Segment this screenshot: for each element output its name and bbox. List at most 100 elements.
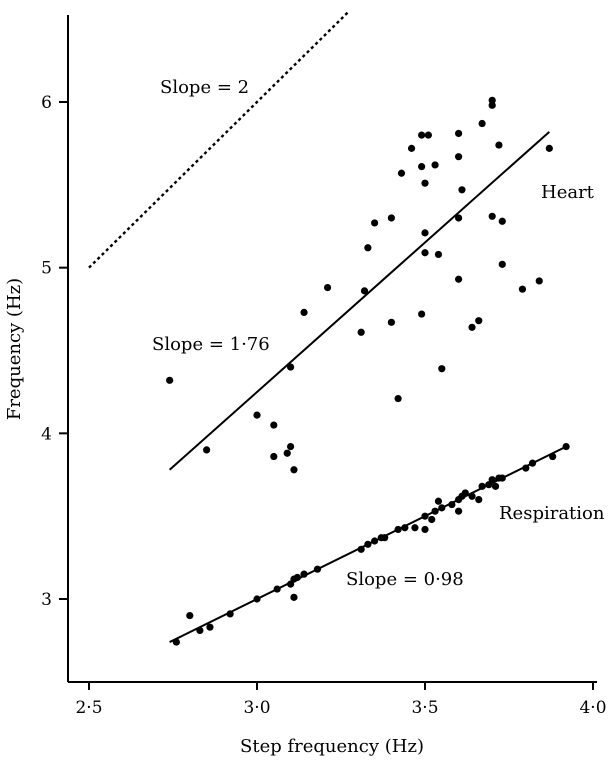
annotation-slope-2: Slope = 2 xyxy=(160,77,249,98)
respiration-point xyxy=(438,504,446,512)
heart-point xyxy=(166,376,174,384)
heart-fit-line xyxy=(168,131,550,471)
heart-point xyxy=(287,363,295,371)
heart-point xyxy=(431,161,439,169)
respiration-point xyxy=(434,497,443,505)
heart-point xyxy=(323,283,332,292)
slope-2-reference-line xyxy=(88,11,349,269)
respiration-point xyxy=(549,452,557,461)
x-tick-label: 3·5 xyxy=(411,698,438,718)
y-tick-label: 4 xyxy=(41,424,52,444)
respiration-point xyxy=(421,525,429,534)
heart-point xyxy=(387,318,395,326)
heart-point xyxy=(545,144,553,152)
heart-point xyxy=(434,250,443,259)
respiration-point xyxy=(475,496,483,504)
heart-point xyxy=(364,244,372,252)
respiration-point xyxy=(364,540,372,548)
respiration-point xyxy=(491,482,500,490)
respiration-point xyxy=(421,512,429,520)
annotation-slope-1-76: Slope = 1·76 xyxy=(152,334,270,355)
heart-point xyxy=(287,442,295,451)
respiration-point xyxy=(455,507,463,515)
heart-point xyxy=(407,144,416,152)
respiration-point xyxy=(371,537,379,545)
heart-point xyxy=(357,328,365,336)
y-tick-label: 5 xyxy=(41,259,52,279)
heart-point xyxy=(488,96,496,104)
x-axis-title: Step frequency (Hz) xyxy=(240,736,424,757)
x-tick-label: 3·0 xyxy=(243,698,270,718)
heart-point xyxy=(488,212,496,220)
annotation-slope-0-98: Slope = 0·98 xyxy=(346,569,464,590)
respiration-point xyxy=(431,507,439,515)
respiration-point xyxy=(478,482,486,490)
heart-point xyxy=(421,249,429,257)
heart-point xyxy=(438,365,446,373)
respiration-point xyxy=(394,525,402,534)
heart-point xyxy=(418,310,426,318)
respiration-point xyxy=(313,565,322,573)
heart-point xyxy=(488,101,496,109)
heart-point xyxy=(394,394,402,403)
heart-point xyxy=(498,260,506,268)
respiration-point xyxy=(528,459,537,467)
heart-point xyxy=(421,229,429,237)
heart-point xyxy=(455,275,463,283)
y-axis-title: Frequency (Hz) xyxy=(4,278,25,420)
axes xyxy=(67,15,597,683)
respiration-point xyxy=(357,545,365,553)
respiration-point xyxy=(448,500,456,509)
respiration-point xyxy=(186,611,194,620)
x-tick-label: 4·0 xyxy=(579,698,606,718)
annotation-heart: Heart xyxy=(541,182,595,203)
heart-point xyxy=(283,449,291,457)
heart-point xyxy=(360,287,369,295)
respiration-point xyxy=(226,610,234,618)
heart-point xyxy=(455,129,463,138)
heart-point xyxy=(458,186,466,194)
heart-point xyxy=(387,214,395,222)
heart-point xyxy=(518,285,527,293)
heart-point xyxy=(300,308,308,316)
respiration-point xyxy=(468,492,476,500)
heart-point xyxy=(455,153,463,161)
heart-point xyxy=(270,452,278,461)
respiration-point xyxy=(562,442,570,451)
respiration-point xyxy=(381,534,389,542)
heart-point xyxy=(253,411,261,419)
respiration-point xyxy=(300,570,308,578)
heart-point xyxy=(468,323,476,331)
heart-point xyxy=(424,131,432,139)
data-points xyxy=(166,96,570,646)
heart-point xyxy=(535,277,543,285)
heart-point xyxy=(270,421,278,429)
y-tick-label: 3 xyxy=(41,590,52,610)
y-tick-label: 6 xyxy=(41,93,52,113)
heart-point xyxy=(290,466,298,474)
respiration-point xyxy=(461,489,469,497)
x-tick-label: 2·5 xyxy=(75,698,102,718)
respiration-point xyxy=(290,593,298,601)
respiration-point xyxy=(428,515,436,524)
heart-point xyxy=(203,446,211,454)
heart-point xyxy=(371,219,379,227)
respiration-point xyxy=(522,464,530,472)
respiration-point xyxy=(498,474,506,482)
heart-point xyxy=(495,141,503,149)
heart-point xyxy=(421,179,429,187)
heart-point xyxy=(475,317,483,325)
respiration-point xyxy=(411,524,419,532)
ticks: 2·5 3·0 3·5 4·0 3 4 5 6 xyxy=(41,93,606,718)
heart-point xyxy=(397,169,406,177)
respiration-point xyxy=(172,638,180,646)
heart-point xyxy=(418,131,426,139)
heart-point xyxy=(498,217,506,225)
respiration-point xyxy=(253,595,261,603)
respiration-point xyxy=(206,623,214,631)
respiration-point xyxy=(196,626,204,635)
heart-point xyxy=(455,214,463,222)
heart-point xyxy=(418,163,426,171)
respiration-point xyxy=(488,476,496,484)
